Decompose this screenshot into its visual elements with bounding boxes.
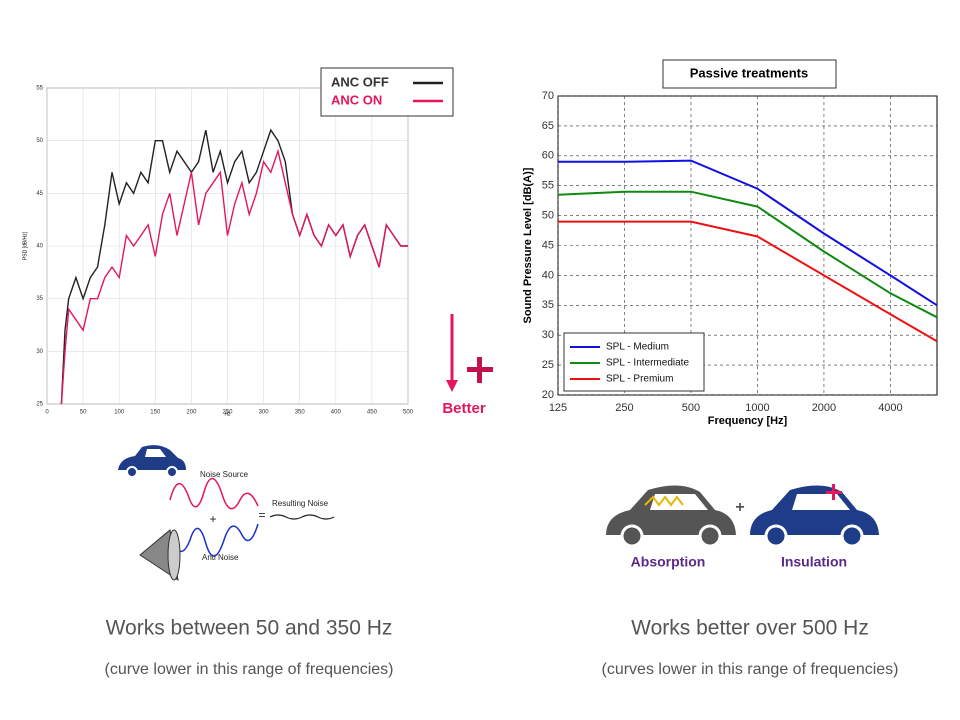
x-tick-label: 125 xyxy=(549,402,567,414)
caption-note: (curve lower in this range of frequencie… xyxy=(104,661,393,678)
x-tick-label: 500 xyxy=(682,402,700,414)
plus-sign: + xyxy=(735,499,744,516)
x-tick-label: 400 xyxy=(331,410,342,416)
y-tick-label: 25 xyxy=(36,402,43,408)
x-tick-label: 100 xyxy=(114,410,125,416)
legend-label: SPL - Medium xyxy=(606,342,669,353)
x-tick-label: 450 xyxy=(367,410,378,416)
y-axis-label: PSD [dB/Hz] xyxy=(22,231,28,260)
y-tick-label: 30 xyxy=(542,329,554,341)
resulting-noise-label: Resulting Noise xyxy=(272,499,329,508)
x-tick-label: 50 xyxy=(80,410,87,416)
x-tick-label: 300 xyxy=(259,410,270,416)
x-tick-label: 2000 xyxy=(812,402,836,414)
speaker-cone xyxy=(167,529,181,581)
x-tick-label: 1000 xyxy=(745,402,769,414)
noise-source-label: Noise Source xyxy=(200,470,249,479)
y-tick-label: 50 xyxy=(542,210,554,222)
x-tick-label: 350 xyxy=(295,410,306,416)
y-axis-label: Sound Pressure Level [dB(A)] xyxy=(522,167,534,323)
chart-title: Passive treatments xyxy=(690,65,809,80)
plus-icon xyxy=(477,357,482,383)
caption-note: (curves lower in this range of frequenci… xyxy=(601,661,898,678)
y-tick-label: 55 xyxy=(36,86,43,92)
y-tick-label: 40 xyxy=(36,244,43,250)
anti-noise-label: Anti Noise xyxy=(202,553,239,562)
y-tick-label: 25 xyxy=(542,359,554,371)
caption-title: Works between 50 and 350 Hz xyxy=(106,617,393,640)
grey-car xyxy=(606,485,736,548)
better-label: Better xyxy=(442,400,486,417)
y-tick-label: 20 xyxy=(542,389,554,401)
y-tick-label: 45 xyxy=(542,239,554,251)
legend-label: ANC OFF xyxy=(331,74,389,89)
result-wave xyxy=(269,514,335,520)
blue-car xyxy=(750,484,879,548)
car-icon xyxy=(118,445,186,478)
insulation-label: Insulation xyxy=(781,554,847,570)
legend-box xyxy=(320,67,454,117)
title-box xyxy=(662,59,837,89)
caption-title: Works better over 500 Hz xyxy=(631,617,869,640)
x-tick-label: 500 xyxy=(403,410,414,416)
x-tick-label: 250 xyxy=(615,402,633,414)
x-tick-label: 0 xyxy=(45,410,49,416)
series-line xyxy=(558,159,938,307)
y-tick-label: 35 xyxy=(542,299,554,311)
y-tick-label: 30 xyxy=(36,349,43,355)
y-tick-label: 35 xyxy=(36,296,43,302)
y-tick-label: 60 xyxy=(542,150,554,162)
legend-label: SPL - Intermediate xyxy=(606,358,689,369)
series-line xyxy=(558,220,938,343)
x-axis-label: Frequency [Hz] xyxy=(708,415,788,427)
y-tick-label: 55 xyxy=(542,180,554,192)
y-tick-label: 70 xyxy=(542,90,554,102)
y-tick-label: 65 xyxy=(542,120,554,132)
series-line xyxy=(557,190,938,319)
y-tick-label: 45 xyxy=(36,191,43,197)
y-tick-label: 40 xyxy=(542,269,554,281)
legend-label: ANC ON xyxy=(331,92,382,107)
x-tick-label: 250 xyxy=(222,410,233,416)
plus-sign: + xyxy=(209,512,216,526)
legend-label: SPL - Premium xyxy=(606,374,673,385)
y-tick-label: 50 xyxy=(36,138,43,144)
arrow-head xyxy=(446,380,458,392)
x-tick-label: 4000 xyxy=(878,402,902,414)
anti-noise-wave xyxy=(171,523,259,557)
x-tick-label: 150 xyxy=(150,410,161,416)
x-tick-label: 200 xyxy=(186,410,197,416)
noise-wave xyxy=(169,477,259,510)
x-axis-label: Hz xyxy=(224,411,231,417)
series-line xyxy=(60,148,408,405)
absorption-label: Absorption xyxy=(631,554,706,570)
equals-sign: = xyxy=(258,508,265,522)
